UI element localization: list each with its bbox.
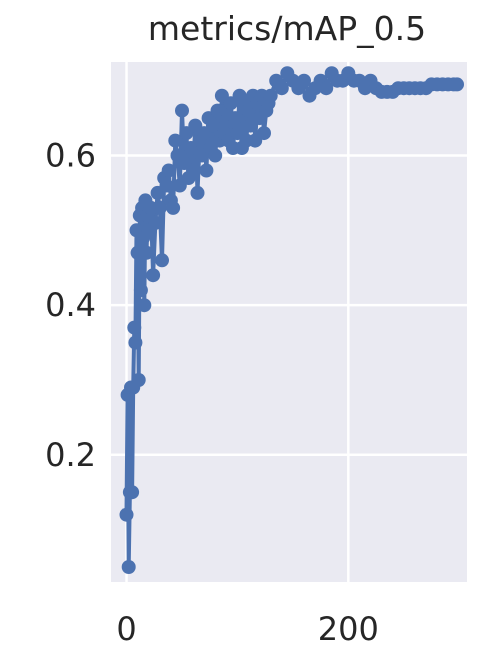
data-point [148,215,163,230]
y-tick-label: 0.2 [45,436,96,474]
data-point [190,185,205,200]
data-point [133,283,148,298]
series-line-group [119,66,464,574]
data-point [208,148,223,163]
data-point [199,163,214,178]
data-point [131,373,146,387]
data-point [168,133,183,148]
data-point [155,253,169,268]
data-point [166,200,181,215]
y-axis-ticks: 0.2 0.4 0.6 [45,137,96,474]
data-point [152,200,167,215]
data-point [125,485,140,500]
data-point [137,298,152,313]
data-point [119,507,134,522]
data-point [175,103,189,118]
plot-area [111,62,467,582]
data-point [206,118,220,133]
data-point [263,88,278,103]
x-axis-ticks: 0 200 [116,610,379,648]
data-point [161,163,176,178]
data-point [186,163,201,178]
chart-title: metrics/mAP_0.5 [148,9,426,48]
data-point [159,178,174,193]
data-point [146,268,161,283]
data-point [450,77,464,92]
y-tick-label: 0.6 [45,137,96,175]
data-point [121,560,136,574]
y-tick-label: 0.4 [45,286,96,324]
data-point [127,320,142,335]
data-point [228,111,243,126]
data-point [139,245,154,260]
x-tick-label: 0 [116,610,136,648]
data-point [297,73,311,88]
x-tick-label: 200 [318,610,379,648]
data-point [128,335,143,350]
data-point [274,81,289,96]
data-point [257,126,271,141]
data-point [319,81,334,96]
